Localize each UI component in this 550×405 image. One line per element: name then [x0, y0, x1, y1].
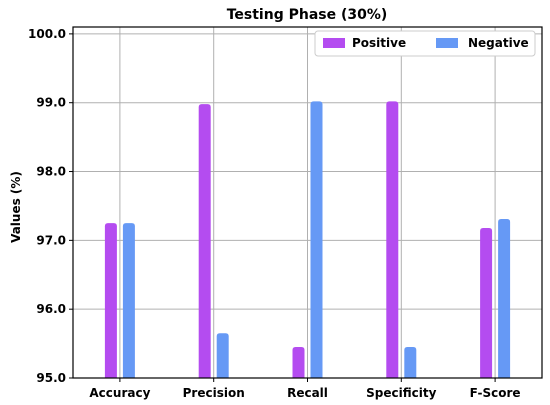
grid-lines	[73, 27, 542, 379]
legend-swatch-positive	[323, 38, 345, 48]
bar-negative-f-score	[498, 219, 511, 378]
y-tick-label: 95.0	[36, 371, 66, 385]
tick-labels: 95.0 96.0 97.0 98.0 99.0 100.0 Accuracy Precisi…	[28, 27, 521, 400]
bar-positive-precision	[198, 104, 211, 379]
legend-label-positive: Positive	[352, 36, 406, 50]
chart-title: Testing Phase (30%)	[227, 7, 388, 23]
bar-positive-specificity	[386, 101, 399, 379]
x-tick-label-recall: Recall	[287, 386, 328, 400]
x-tick-label-specificity: Specificity	[366, 386, 436, 400]
bar-positive-accuracy	[104, 223, 117, 378]
legend-label-negative: Negative	[468, 36, 529, 50]
bar-negative-accuracy	[122, 223, 135, 378]
y-axis-label: Values (%)	[9, 171, 23, 243]
legend-box	[314, 30, 536, 57]
bar-positive-f-score	[480, 227, 493, 378]
bar-negative-specificity	[404, 347, 417, 378]
legend: Positive Negative	[314, 30, 536, 57]
bars	[104, 101, 511, 379]
bar-positive-recall	[292, 347, 305, 378]
y-tick-label: 98.0	[36, 165, 66, 179]
x-tick-label-f-score: F-Score	[470, 386, 521, 400]
y-tick-label: 96.0	[36, 302, 66, 316]
bar-negative-recall	[310, 101, 323, 379]
x-tick-label-precision: Precision	[183, 386, 245, 400]
y-tick-label: 100.0	[28, 27, 66, 41]
bar-negative-precision	[216, 333, 229, 378]
y-tick-label: 99.0	[36, 96, 66, 110]
legend-swatch-negative	[436, 38, 458, 48]
x-tick-label-accuracy: Accuracy	[89, 386, 150, 400]
y-tick-label: 97.0	[36, 233, 66, 247]
